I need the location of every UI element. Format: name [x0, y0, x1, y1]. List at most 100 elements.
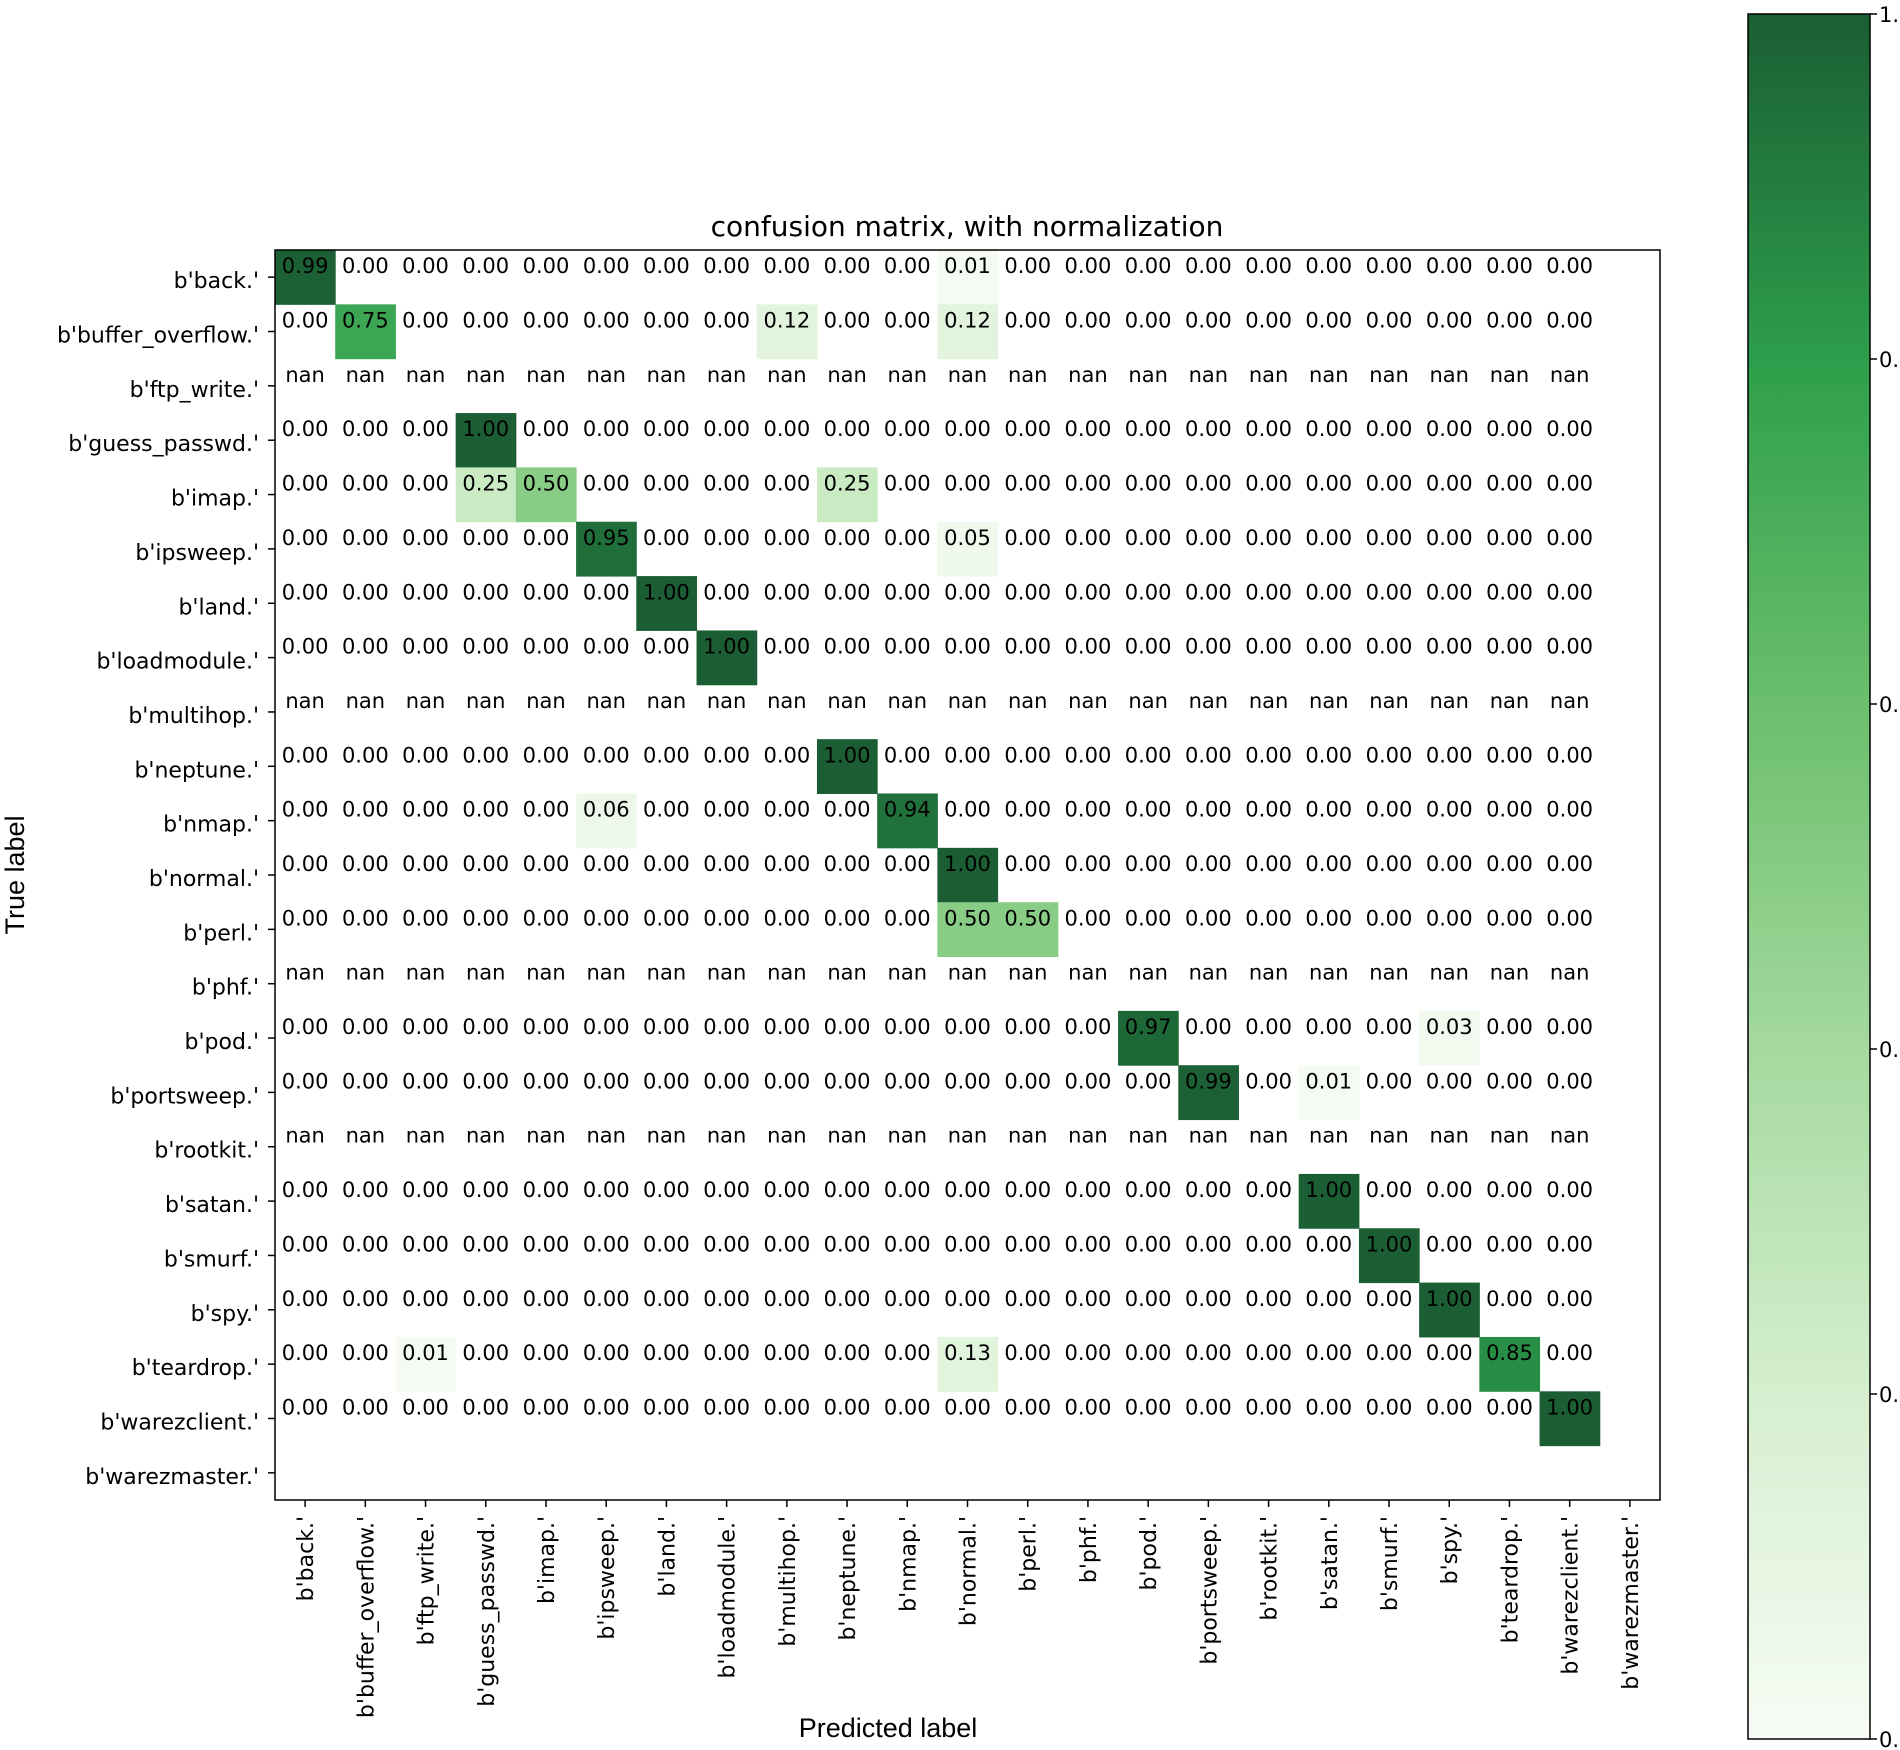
cell-value: 0.00 [1125, 1178, 1172, 1202]
heatmap-cell [455, 413, 517, 468]
cell-value: 0.00 [763, 635, 810, 659]
cell-value: nan [1490, 961, 1530, 985]
cell-value: 0.00 [1426, 1232, 1473, 1256]
cell-value: 0.00 [763, 852, 810, 876]
cell-value: 1.00 [944, 852, 991, 876]
cell-value: nan [1068, 689, 1108, 713]
cell-value: nan [1249, 1124, 1289, 1148]
heatmap-cell [937, 521, 999, 577]
cell-value: 0.00 [583, 1015, 630, 1039]
x-tick-label: b'portsweep.' [1197, 1516, 1222, 1665]
cell-value: 0.00 [824, 1341, 871, 1365]
cell-value: 0.00 [402, 1232, 449, 1256]
cell-value: 0.00 [763, 1232, 810, 1256]
cell-value: 0.00 [763, 1287, 810, 1311]
cell-value: nan [1189, 363, 1229, 387]
cell-value: nan [1490, 689, 1530, 713]
cell-value: 0.00 [1366, 1069, 1413, 1093]
x-axis-ticks: b'back.' b'buffer_overflow.' b'ftp_write.'… [294, 1500, 1644, 1718]
cell-value: 0.00 [1426, 1395, 1473, 1419]
cell-value: nan [1128, 1124, 1168, 1148]
cell-value: 0.00 [643, 1232, 690, 1256]
cell-value: 0.03 [1426, 1015, 1473, 1039]
cell-value: 0.00 [1426, 580, 1473, 604]
x-tick-label: b'teardrop.' [1498, 1516, 1523, 1643]
y-tick-label: b'pod.' [185, 1030, 259, 1055]
cell-value: 0.00 [1004, 417, 1051, 441]
cell-value: 0.00 [523, 1178, 570, 1202]
cell-value: 0.00 [1125, 906, 1172, 930]
x-tick-label: b'warezclient.' [1559, 1516, 1584, 1675]
cell-value: 0.00 [1185, 254, 1232, 278]
cell-value: nan [586, 363, 626, 387]
cell-value: 0.00 [1004, 1341, 1051, 1365]
cell-value: 0.12 [944, 309, 991, 333]
y-tick-label: b'phf.' [192, 976, 259, 1001]
cell-value: 0.00 [884, 309, 931, 333]
cell-value: nan [827, 363, 867, 387]
cell-value: 0.00 [703, 1341, 750, 1365]
cell-value: 0.05 [944, 526, 991, 550]
cell-value: 0.00 [763, 254, 810, 278]
cell-value: 0.00 [583, 635, 630, 659]
cell-value: 0.00 [1305, 1015, 1352, 1039]
cell-value: 0.00 [342, 417, 389, 441]
heatmap-cell [1539, 1391, 1601, 1447]
cell-value: 0.00 [342, 1069, 389, 1093]
heatmap-cell [756, 304, 818, 360]
colorbar-tick-label: 0.2 [1879, 1383, 1900, 1407]
cell-value: nan [707, 689, 747, 713]
cell-value: nan [888, 961, 928, 985]
cell-value: 0.00 [1004, 472, 1051, 496]
cell-value: 0.00 [1366, 852, 1413, 876]
cell-value: nan [767, 363, 807, 387]
cell-value: 0.00 [462, 1178, 509, 1202]
cell-value: 0.00 [1546, 743, 1593, 767]
cell-value: 0.00 [1065, 1395, 1112, 1419]
y-tick-label: b'perl.' [183, 921, 259, 946]
cell-value: 0.00 [1004, 254, 1051, 278]
y-tick-label: b'satan.' [165, 1193, 259, 1218]
cell-value: 0.00 [643, 417, 690, 441]
cell-value: nan [1369, 1124, 1409, 1148]
cell-value: 0.00 [1546, 309, 1593, 333]
cell-value: 0.00 [1546, 1069, 1593, 1093]
heatmap-cell [515, 467, 577, 523]
cell-value: 0.00 [523, 254, 570, 278]
cell-value: 0.00 [342, 906, 389, 930]
cell-value: 0.00 [583, 1287, 630, 1311]
cell-value: 0.00 [1546, 1287, 1593, 1311]
cell-value: 0.00 [643, 1015, 690, 1039]
cell-value: 0.00 [583, 1232, 630, 1256]
cell-value: 0.00 [703, 1287, 750, 1311]
cell-value: 0.01 [944, 254, 991, 278]
cell-value: 0.00 [1245, 1178, 1292, 1202]
cell-value: 0.00 [643, 1395, 690, 1419]
colorbar [1747, 13, 1871, 1740]
cell-value: 0.00 [1004, 526, 1051, 550]
cell-value: 0.00 [342, 580, 389, 604]
x-tick-label: b'imap.' [535, 1516, 560, 1604]
cell-value: 0.00 [282, 1287, 329, 1311]
cell-value: nan [1429, 689, 1469, 713]
cell-value: nan [827, 1124, 867, 1148]
cell-value: 0.00 [1065, 1178, 1112, 1202]
cell-value: nan [586, 961, 626, 985]
cell-value: 0.00 [1004, 1015, 1051, 1039]
cell-value: 0.00 [583, 417, 630, 441]
cell-value: 0.00 [1185, 580, 1232, 604]
cell-value: 0.01 [402, 1341, 449, 1365]
cell-value: 0.00 [1426, 852, 1473, 876]
cell-value: nan [1369, 961, 1409, 985]
cell-value: nan [1008, 961, 1048, 985]
cell-value: 0.00 [944, 580, 991, 604]
cell-value: 0.00 [1125, 254, 1172, 278]
y-tick-label: b'ftp_write.' [130, 378, 259, 403]
x-tick-label: b'multihop.' [776, 1516, 801, 1647]
cell-value: 0.00 [763, 743, 810, 767]
y-tick-label: b'normal.' [149, 867, 259, 892]
cell-value: 0.00 [703, 906, 750, 930]
cell-value: 0.00 [282, 472, 329, 496]
cell-value: 0.00 [402, 743, 449, 767]
cell-value: 0.00 [1125, 309, 1172, 333]
